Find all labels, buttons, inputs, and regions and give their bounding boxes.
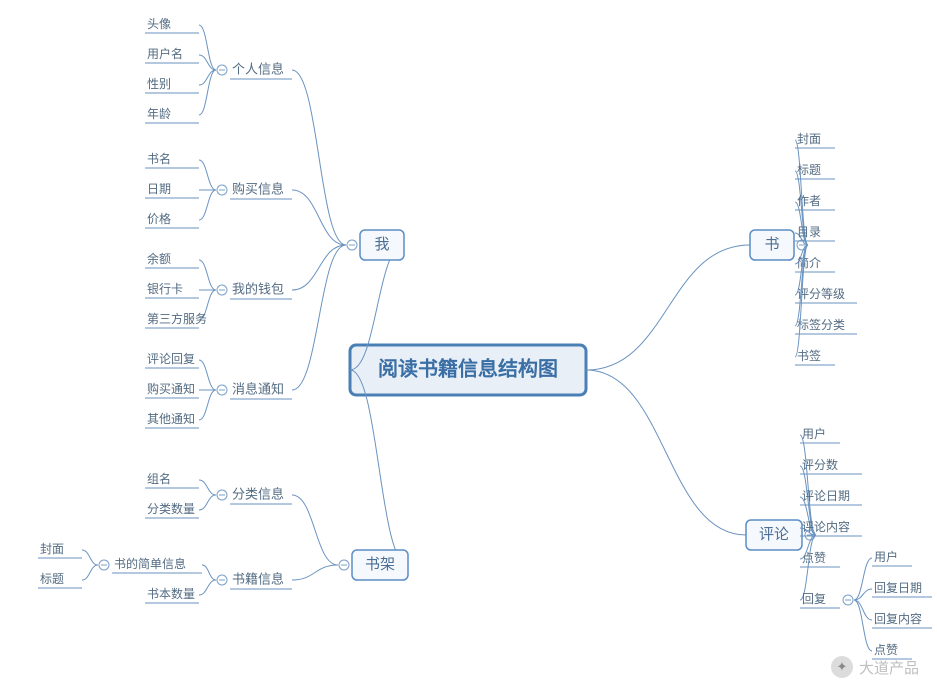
leaf-comment-5[interactable]: 回复 bbox=[802, 592, 826, 606]
link bbox=[350, 370, 408, 565]
leaf-book-4[interactable]: 简介 bbox=[797, 256, 821, 270]
branch-shelf-label: 书架 bbox=[365, 556, 395, 573]
watermark: ✦ 大道产品 bbox=[831, 656, 919, 678]
leaf-me-0-3[interactable]: 年龄 bbox=[147, 107, 171, 121]
leaf-comment-5-0[interactable]: 用户 bbox=[874, 549, 898, 564]
link bbox=[292, 70, 346, 245]
sub-me-3[interactable]: 消息通知 bbox=[232, 381, 284, 396]
link bbox=[199, 260, 216, 290]
leaf-comment-4[interactable]: 点赞 bbox=[802, 551, 826, 565]
leaf-me-1-1[interactable]: 日期 bbox=[147, 182, 171, 196]
leaf-book-7[interactable]: 书签 bbox=[797, 348, 821, 363]
link bbox=[854, 600, 872, 651]
link bbox=[199, 160, 216, 190]
link bbox=[586, 370, 746, 535]
leaf-book-1[interactable]: 标题 bbox=[797, 163, 821, 177]
leaf-book-3[interactable]: 目录 bbox=[797, 225, 821, 239]
watermark-icon: ✦ bbox=[831, 656, 853, 678]
mindmap-canvas: 阅读书籍信息结构图 我书架 书评论 个人信息 头像用户名性别年龄购买信息 书名日期价格我的… bbox=[0, 0, 937, 690]
leaf-shelf-1-0-1[interactable]: 标题 bbox=[40, 572, 64, 586]
link bbox=[202, 565, 216, 580]
leaf-book-0[interactable]: 封面 bbox=[797, 132, 821, 146]
sub-me-2[interactable]: 我的钱包 bbox=[232, 281, 284, 296]
link bbox=[854, 600, 872, 620]
link bbox=[82, 550, 98, 565]
watermark-text: 大道产品 bbox=[859, 657, 919, 678]
leaf-me-2-2[interactable]: 第三方服务 bbox=[147, 311, 207, 326]
link bbox=[199, 580, 216, 595]
link bbox=[199, 495, 216, 510]
sub-me-0[interactable]: 个人信息 bbox=[232, 61, 284, 76]
leaf-comment-3[interactable]: 评论内容 bbox=[802, 519, 850, 534]
link bbox=[586, 245, 750, 370]
link bbox=[292, 190, 346, 245]
leaf-shelf-1-0[interactable]: 书的简单信息 bbox=[114, 556, 186, 571]
link bbox=[199, 390, 216, 420]
center-label: 阅读书籍信息结构图 bbox=[378, 356, 558, 380]
leaf-comment-1[interactable]: 评分数 bbox=[802, 457, 838, 472]
leaf-book-6[interactable]: 标签分类 bbox=[797, 317, 845, 332]
leaf-book-5[interactable]: 评分等级 bbox=[797, 287, 845, 301]
leaf-shelf-1-0-0[interactable]: 封面 bbox=[40, 542, 64, 556]
link bbox=[292, 495, 338, 565]
leaf-me-3-1[interactable]: 购买通知 bbox=[147, 381, 195, 396]
leaf-me-0-0[interactable]: 头像 bbox=[147, 17, 171, 31]
leaf-shelf-1-1[interactable]: 书本数量 bbox=[147, 586, 195, 601]
leaf-book-2[interactable]: 作者 bbox=[797, 194, 821, 208]
link bbox=[82, 565, 98, 580]
leaf-comment-5-2[interactable]: 回复内容 bbox=[874, 611, 922, 626]
leaf-comment-5-1[interactable]: 回复日期 bbox=[874, 581, 922, 595]
leaf-comment-0[interactable]: 用户 bbox=[802, 426, 826, 441]
sub-shelf-0[interactable]: 分类信息 bbox=[232, 486, 284, 501]
leaf-me-0-2[interactable]: 性别 bbox=[147, 77, 171, 91]
sub-me-1[interactable]: 购买信息 bbox=[232, 181, 284, 196]
leaf-me-3-0[interactable]: 评论回复 bbox=[147, 352, 195, 366]
link bbox=[199, 190, 216, 220]
branch-book-label: 书 bbox=[764, 236, 779, 253]
leaf-me-3-2[interactable]: 其他通知 bbox=[147, 412, 195, 426]
leaf-me-2-0[interactable]: 余额 bbox=[147, 251, 171, 266]
branch-comment-label: 评论 bbox=[759, 526, 789, 543]
leaf-me-1-0[interactable]: 书名 bbox=[147, 151, 171, 166]
sub-shelf-1[interactable]: 书籍信息 bbox=[232, 571, 284, 586]
link bbox=[854, 558, 872, 600]
leaf-me-2-1[interactable]: 银行卡 bbox=[147, 282, 183, 296]
leaf-shelf-0-0[interactable]: 组名 bbox=[147, 471, 171, 486]
branch-me-label: 我 bbox=[374, 236, 389, 253]
leaf-me-1-2[interactable]: 价格 bbox=[147, 211, 171, 226]
link bbox=[199, 480, 216, 495]
link bbox=[292, 565, 338, 580]
leaf-me-0-1[interactable]: 用户名 bbox=[147, 46, 183, 61]
link bbox=[199, 360, 216, 390]
link bbox=[292, 245, 346, 290]
leaf-shelf-0-1[interactable]: 分类数量 bbox=[147, 501, 195, 516]
leaf-comment-2[interactable]: 评论日期 bbox=[802, 489, 850, 503]
